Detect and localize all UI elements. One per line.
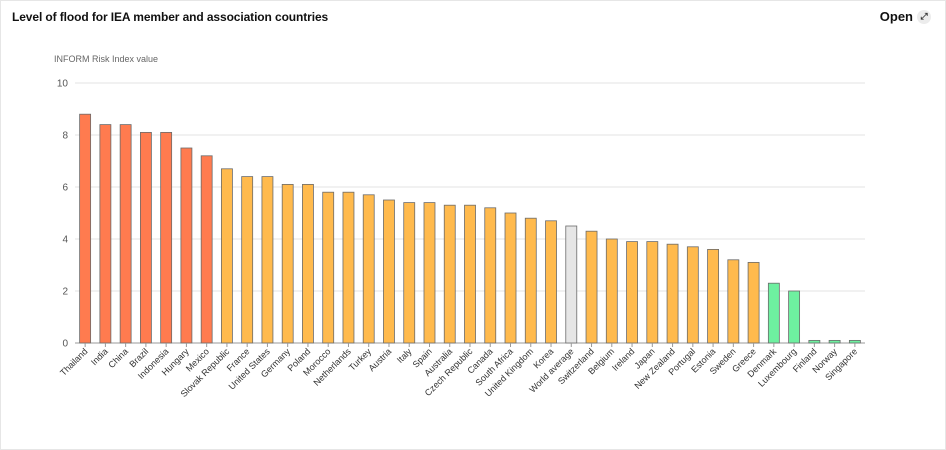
x-tick-label: Ireland [610,346,637,373]
bar [585,230,598,344]
bar [79,113,92,344]
bar [626,241,638,344]
bar [403,202,416,344]
bar [342,191,355,344]
bar [666,243,679,344]
y-tick-label: 8 [62,131,68,142]
bar [322,191,335,344]
bar [808,339,821,344]
bar [565,225,578,344]
bar [139,131,152,344]
bar [646,241,659,344]
expand-icon: ⤢ [917,9,931,24]
x-tick-label: Austria [367,346,394,373]
bar [504,212,517,344]
bar [707,248,719,344]
y-tick-label: 4 [62,235,68,246]
y-tick-label: 0 [62,339,68,350]
open-button[interactable]: Open ⤢ [880,9,931,24]
bar [281,183,294,344]
bar [788,290,801,344]
bar [200,155,213,344]
bar [828,339,841,344]
bar [302,183,314,344]
bar [221,168,233,344]
y-tick-label: 10 [57,79,69,90]
bar [545,220,557,344]
chart-title: Level of flood for IEA member and associ… [12,10,329,24]
bar [747,261,760,344]
bar [464,204,476,344]
bar [362,194,375,344]
bar [524,217,537,344]
bar [727,259,740,344]
bar [767,282,780,344]
y-axis-label: INFORM Risk Index value [54,54,159,64]
bar [261,176,274,344]
bar [119,124,132,344]
bar [484,207,497,344]
x-tick-label: China [106,346,130,370]
bar [160,131,173,344]
bar [99,124,112,344]
y-tick-label: 6 [62,183,68,194]
bar [443,204,456,344]
open-button-label: Open [879,9,913,24]
bar [605,238,618,344]
bar [180,147,193,344]
x-tick-label: Thailand [58,346,89,377]
bar [423,202,436,344]
bar [686,246,699,344]
y-tick-label: 2 [62,287,68,298]
bar [241,176,254,344]
bar [383,199,395,344]
bar [848,339,861,344]
